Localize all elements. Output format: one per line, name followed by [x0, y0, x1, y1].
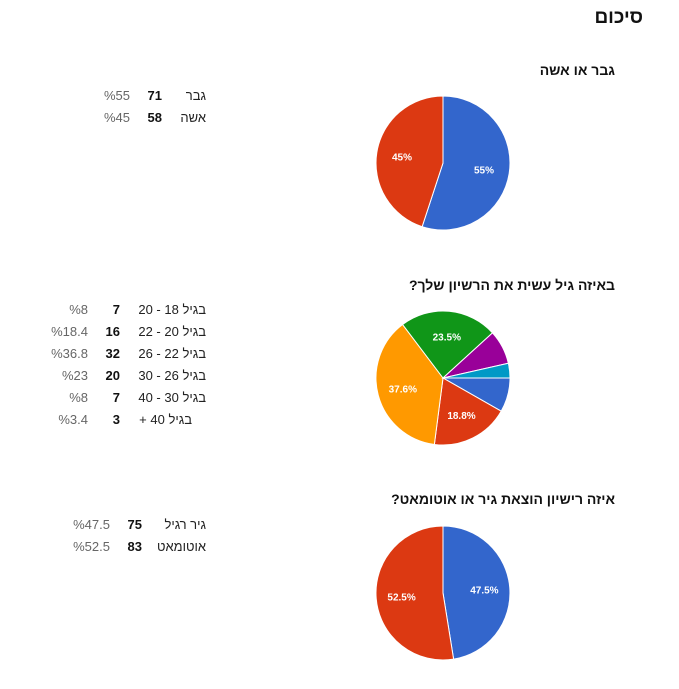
legend-count: 16 [105, 324, 120, 339]
legend-label: בגיל 20 - 22 [138, 324, 206, 339]
legend-label: בגיל 40 + [139, 412, 192, 427]
legend-count: 3 [112, 412, 120, 427]
legend-count: 20 [105, 368, 120, 383]
legend-count: 58 [147, 110, 162, 125]
pie-slice[interactable] [375, 95, 444, 228]
legend-label: בגיל 18 - 20 [138, 302, 206, 317]
legend-label: בגיל 26 - 30 [138, 368, 206, 383]
pie-slice-label: 55% [474, 166, 494, 177]
pie-slice-label: 52.5% [387, 592, 415, 603]
legend-percent: %45 [103, 110, 130, 125]
legend-percent: %18.4 [51, 324, 88, 339]
legend-percent: %3.4 [58, 412, 88, 427]
question-title: איזה רישיון הוצאת גיר או אוטומאט? [391, 491, 615, 507]
legend-label: גבר [185, 88, 206, 103]
legend-label: אשה [180, 110, 206, 125]
legend-percent: %55 [103, 88, 130, 103]
legend-percent: %36.8 [51, 346, 88, 361]
pie-chart: 55% 45% [375, 95, 511, 231]
pie-slice[interactable] [442, 525, 511, 660]
legend-count: 7 [112, 390, 120, 405]
legend-label: אוטומאט [157, 539, 206, 554]
legend-label: גיר רגיל [164, 517, 207, 532]
question-title: באיזה גיל עשית את הרשיון שלך? [408, 277, 615, 293]
legend-count: 83 [127, 539, 142, 554]
legend-count: 7 [112, 302, 120, 317]
legend-percent: %8 [69, 390, 88, 405]
pie-chart: 18.8% 37.6% 23.5% [375, 310, 511, 446]
pie-slice[interactable] [442, 362, 511, 379]
legend-label: בגיל 30 - 40 [138, 390, 206, 405]
pie-slice[interactable] [375, 323, 444, 446]
legend-percent: %52.5 [73, 539, 110, 554]
legend-count: 71 [147, 88, 162, 103]
legend-label: בגיל 22 - 26 [138, 346, 206, 361]
legend-percent: %8 [69, 302, 88, 317]
pie-slice-label: 45% [392, 153, 412, 164]
pie-slice-label: 18.8% [447, 411, 475, 422]
question-title: גבר או אשה [539, 62, 615, 78]
legend-percent: %47.5 [73, 517, 110, 532]
pie-slice[interactable] [433, 377, 502, 446]
pie-slice[interactable] [375, 525, 455, 661]
pie-slice-label: 47.5% [470, 586, 498, 597]
section-gender: גבר או אשה גבר 71 %55 אשה 58 %45 55% 45% [0, 0, 679, 260]
pie-slice-label: 23.5% [433, 333, 461, 344]
pie-slice-label: 37.6% [389, 385, 417, 396]
pie-slice[interactable] [421, 95, 511, 231]
section-license-age: באיזה גיל עשית את הרשיון שלך? בגיל 18 - … [51, 277, 615, 446]
legend-percent: %23 [61, 368, 88, 383]
legend-count: 75 [127, 517, 142, 532]
page-title: סיכום [594, 7, 643, 28]
pie-slice[interactable] [401, 310, 494, 379]
legend-count: 32 [105, 346, 120, 361]
